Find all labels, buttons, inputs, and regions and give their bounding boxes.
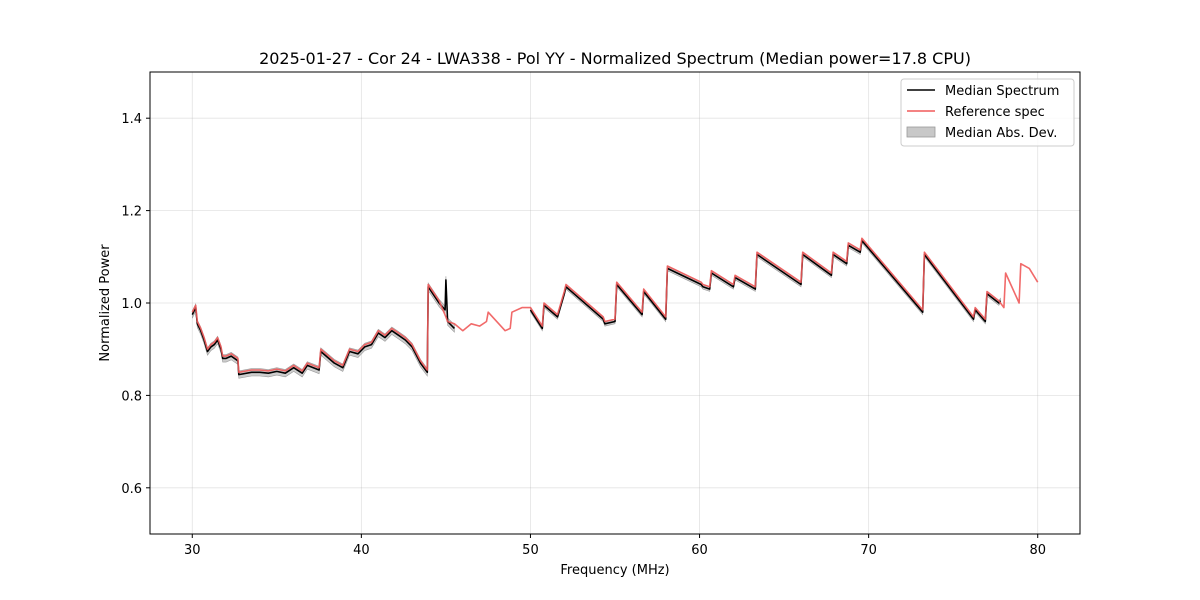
- legend-reference-label: Reference spec: [945, 105, 1045, 120]
- chart-title: 2025-01-27 - Cor 24 - LWA338 - Pol YY - …: [259, 49, 971, 68]
- legend: Median Spectrum Reference spec Median Ab…: [900, 78, 1075, 147]
- x-tick-label: 40: [353, 543, 370, 558]
- x-tick-label: 60: [691, 543, 708, 558]
- reference-spec-line: [191, 237, 1039, 374]
- x-tick-label: 70: [860, 543, 877, 558]
- legend-box: [900, 78, 1075, 147]
- x-tick-label: 50: [522, 543, 539, 558]
- y-tick-label: 1.4: [121, 112, 142, 127]
- x-axis-label: Frequency (MHz): [560, 563, 669, 578]
- legend-mad-label: Median Abs. Dev.: [945, 126, 1057, 141]
- x-axis: 30 40 50 60 70 80: [184, 534, 1046, 558]
- x-tick-label: 80: [1029, 543, 1046, 558]
- y-axis: 0.6 0.8 1.0 1.2 1.4: [121, 112, 150, 497]
- x-tick-label: 30: [184, 543, 201, 558]
- legend-median-label: Median Spectrum: [945, 84, 1059, 99]
- median-spectrum-line: [191, 279, 455, 376]
- series-lines: [191, 237, 1039, 376]
- y-tick-label: 0.6: [121, 482, 142, 497]
- y-tick-label: 1.2: [121, 205, 142, 220]
- legend-mad-swatch: [906, 126, 936, 138]
- y-tick-label: 0.8: [121, 389, 142, 404]
- y-axis-label: Normalized Power: [98, 244, 113, 362]
- y-tick-label: 1.0: [121, 297, 142, 312]
